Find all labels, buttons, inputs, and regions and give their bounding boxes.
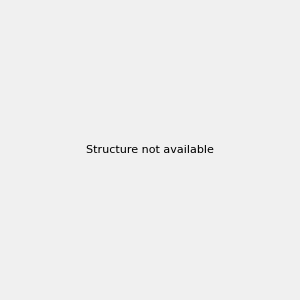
Text: Structure not available: Structure not available <box>86 145 214 155</box>
